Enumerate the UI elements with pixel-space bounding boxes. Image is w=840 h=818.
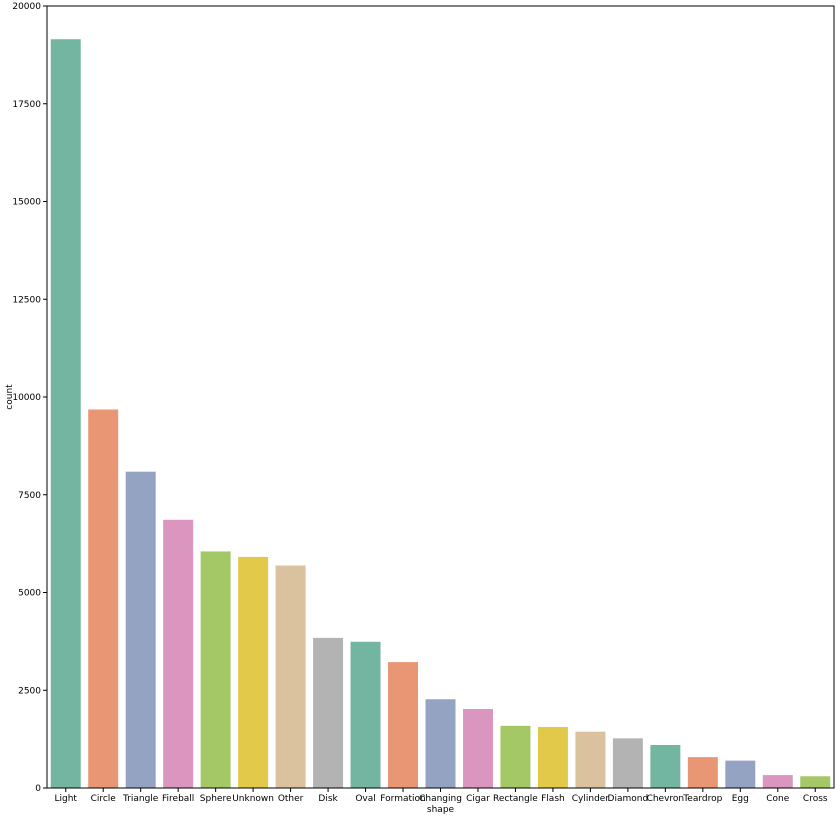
x-tick-label-fireball: Fireball xyxy=(162,794,194,804)
x-tick-label-light: Light xyxy=(55,794,78,804)
bar-rectangle xyxy=(500,725,531,788)
bar-disk xyxy=(313,637,344,788)
x-tick-label-sphere: Sphere xyxy=(200,794,232,804)
y-tick-label: 0 xyxy=(35,784,41,794)
x-tick-label-triangle: Triangle xyxy=(122,794,159,804)
bar-light xyxy=(50,39,81,789)
y-axis-title: count xyxy=(5,384,15,410)
x-tick-label-changing: Changing xyxy=(419,794,462,804)
bar-cone xyxy=(762,775,793,788)
x-tick-label-circle: Circle xyxy=(91,794,117,804)
bar-other xyxy=(275,565,306,788)
y-axis: 0 2500 5000 7500 10000 12500 15000 17500 20000 xyxy=(12,2,47,794)
x-axis-title: shape xyxy=(427,805,455,815)
x-tick-label-flash: Flash xyxy=(541,794,565,804)
x-tick-label-cross: Cross xyxy=(803,794,828,804)
y-tick-label: 7500 xyxy=(18,491,41,501)
bar-oval xyxy=(350,641,381,788)
x-tick-label-other: Other xyxy=(278,794,304,804)
y-tick-label: 5000 xyxy=(18,589,41,599)
bar-egg xyxy=(725,760,756,788)
bar-triangle xyxy=(125,471,156,788)
y-tick-label: 20000 xyxy=(12,2,41,12)
bar-chevron xyxy=(650,744,681,788)
x-tick-label-egg: Egg xyxy=(732,794,749,804)
y-tick-label: 2500 xyxy=(18,686,41,696)
x-tick-label-cylinder: Cylinder xyxy=(572,794,610,804)
x-tick-label-unknown: Unknown xyxy=(232,794,274,804)
bar-flash xyxy=(537,727,568,788)
x-tick-label-cigar: Cigar xyxy=(466,794,490,804)
bar-teardrop xyxy=(687,757,718,788)
bars-layer xyxy=(50,39,831,789)
x-tick-label-chevron: Chevron xyxy=(647,794,685,804)
y-tick-label: 12500 xyxy=(12,295,41,305)
x-tick-label-oval: Oval xyxy=(355,794,375,804)
x-tick-label-rectangle: Rectangle xyxy=(493,794,538,804)
bar-unknown xyxy=(238,556,269,788)
bar-diamond xyxy=(612,738,643,788)
x-tick-label-teardrop: Teardrop xyxy=(682,794,722,804)
bar-cylinder xyxy=(575,731,606,788)
bar-changing xyxy=(425,699,456,788)
bar-cross xyxy=(800,776,831,788)
x-tick-label-disk: Disk xyxy=(318,794,338,804)
y-tick-label: 15000 xyxy=(12,198,41,208)
x-tick-label-diamond: Diamond xyxy=(608,794,649,804)
bar-formation xyxy=(388,662,419,788)
bar-cigar xyxy=(462,709,493,788)
bar-sphere xyxy=(200,551,231,788)
bar-fireball xyxy=(163,519,194,788)
x-axis: Light Circle Triangle Fireball Sphere Unknown… xyxy=(55,788,828,804)
plot-frame xyxy=(46,5,835,789)
x-tick-label-formation: Formation xyxy=(380,794,425,804)
y-tick-label: 17500 xyxy=(12,100,41,110)
bar-circle xyxy=(88,409,119,788)
x-tick-label-cone: Cone xyxy=(766,794,789,804)
y-tick-label: 10000 xyxy=(12,393,41,403)
